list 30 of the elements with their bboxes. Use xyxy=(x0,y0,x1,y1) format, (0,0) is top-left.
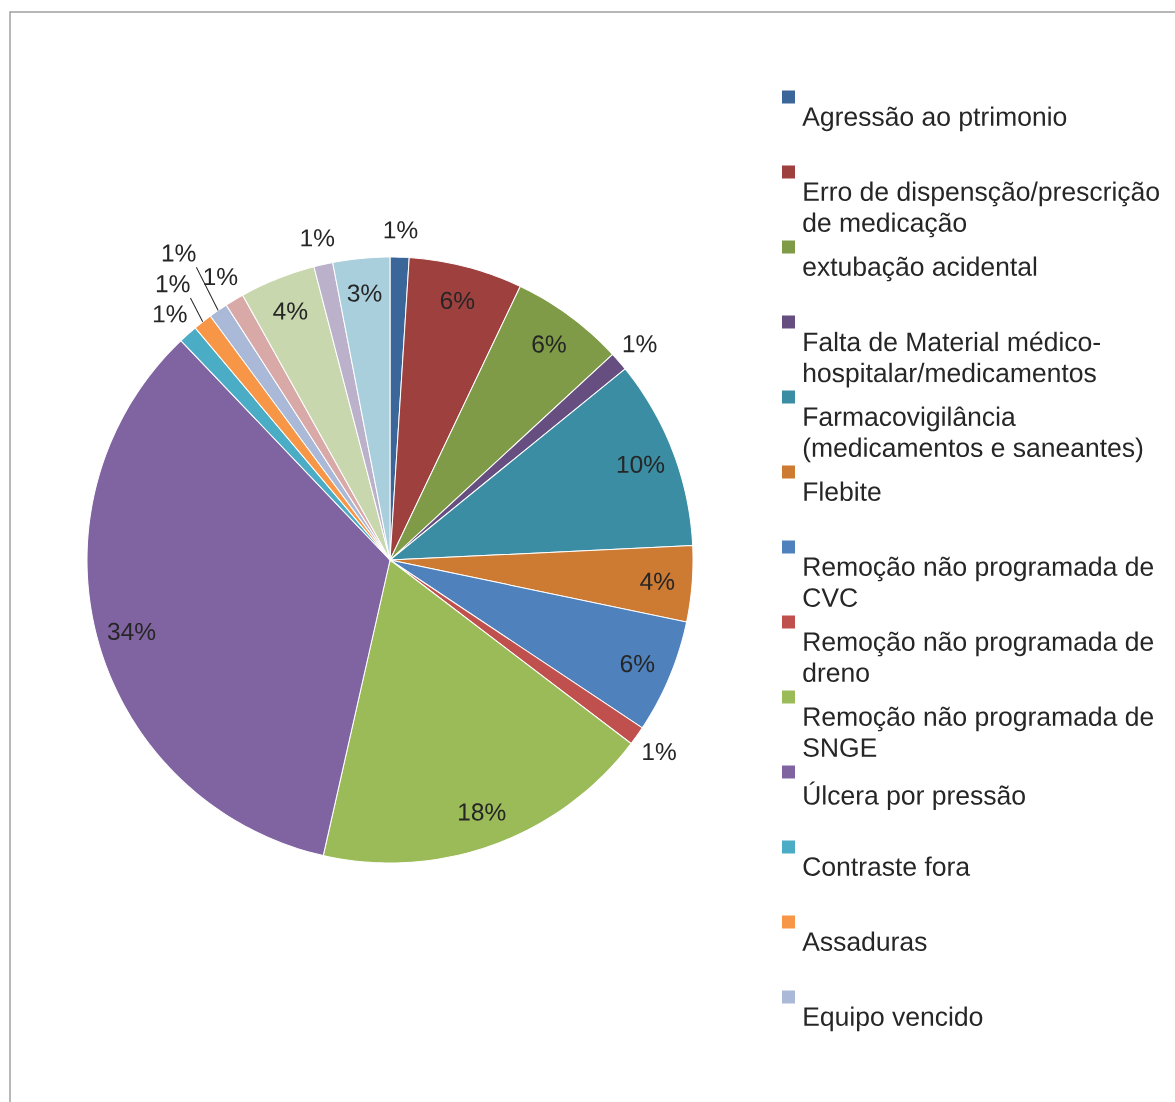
data-label: 1% xyxy=(156,275,190,293)
data-label: 18% xyxy=(459,803,506,821)
legend-label: Remoção não programada de CVC xyxy=(803,556,1154,607)
legend-label: Remoção não programada de SNGE xyxy=(803,706,1154,757)
legend-label: extubação acidental xyxy=(803,256,1037,282)
data-label: 1% xyxy=(643,743,676,761)
legend-label: Falta de Material médico-hospitalar/medicamentos xyxy=(804,331,1100,388)
legend-label: Contraste fora xyxy=(803,856,971,876)
legend-label: Flebite xyxy=(804,481,881,501)
data-label: 1% xyxy=(384,221,418,239)
data-label: 4% xyxy=(640,572,675,590)
data-label: 6% xyxy=(620,654,655,673)
data-label: 1% xyxy=(204,268,238,286)
data-label: 6% xyxy=(532,335,566,353)
legend-label: Úlcera por pressão xyxy=(804,781,1025,810)
data-label: 34% xyxy=(107,622,156,641)
data-label: 3% xyxy=(347,284,382,302)
data-label: 1% xyxy=(162,244,196,262)
legend-label: Farmacovigilância (medicamentos e saneantes) xyxy=(803,406,1143,463)
legend-label: Equipo vencido xyxy=(804,1006,983,1032)
data-label: 1% xyxy=(623,335,657,353)
data-label: 1% xyxy=(301,229,335,247)
data-label: 6% xyxy=(440,291,475,310)
data-label: 4% xyxy=(273,302,308,320)
legend-label: Agressão ao ptrimonio xyxy=(802,106,1067,132)
data-label: 1% xyxy=(153,305,187,323)
legend-label: Remoção não programada de dreno xyxy=(803,631,1154,682)
legend-label: Erro de dispensção/prescrição de medicação xyxy=(803,181,1159,238)
data-label: 10% xyxy=(617,455,665,473)
legend-label: Assaduras xyxy=(802,931,927,951)
